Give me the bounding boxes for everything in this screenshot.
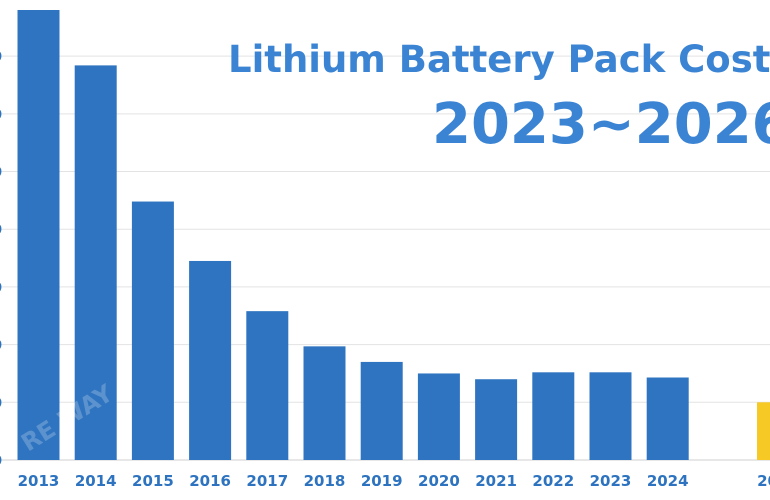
bar-2017 xyxy=(246,311,289,460)
bar-2015 xyxy=(131,201,174,461)
bar-2023 xyxy=(589,372,632,460)
bar-2021 xyxy=(475,379,518,460)
bar-2014 xyxy=(74,65,117,460)
bar-2020 xyxy=(417,373,460,460)
bar-2018 xyxy=(303,346,346,460)
bar-2024 xyxy=(646,377,689,460)
x-tick-label-2013: 2013 xyxy=(18,472,60,490)
bar-2019 xyxy=(360,361,403,460)
x-tick-label-2025: 2025 xyxy=(757,472,770,490)
y-tick-label: 300 xyxy=(0,281,2,296)
bar-2016 xyxy=(189,260,232,460)
x-tick-label-2017: 2017 xyxy=(246,472,288,490)
bar-2025 xyxy=(757,402,770,460)
x-tick-label-2021: 2021 xyxy=(475,472,517,490)
y-tick-label: 100 xyxy=(0,396,2,411)
x-tick-label-2014: 2014 xyxy=(75,472,117,490)
y-tick-label: 600 xyxy=(0,108,2,123)
x-tick-label-2022: 2022 xyxy=(532,472,574,490)
y-tick-label: 0 xyxy=(0,454,2,469)
chart-title: Lithium Battery Pack Cost xyxy=(228,38,770,81)
x-tick-label-2016: 2016 xyxy=(189,472,231,490)
x-tick-label-2020: 2020 xyxy=(418,472,460,490)
y-tick-label: 500 xyxy=(0,166,2,181)
x-tick-label-2018: 2018 xyxy=(304,472,346,490)
x-tick-label-2019: 2019 xyxy=(361,472,403,490)
bar-2022 xyxy=(532,372,575,460)
y-tick-label: 200 xyxy=(0,339,2,354)
x-tick-label-2024: 2024 xyxy=(647,472,689,490)
x-tick-label-2015: 2015 xyxy=(132,472,174,490)
chart-subtitle: 2023~2026 xyxy=(432,92,770,157)
y-tick-label: 700 xyxy=(0,50,2,65)
y-tick-label: 400 xyxy=(0,223,2,238)
bar-2013 xyxy=(17,10,60,460)
x-tick-label-2023: 2023 xyxy=(590,472,632,490)
